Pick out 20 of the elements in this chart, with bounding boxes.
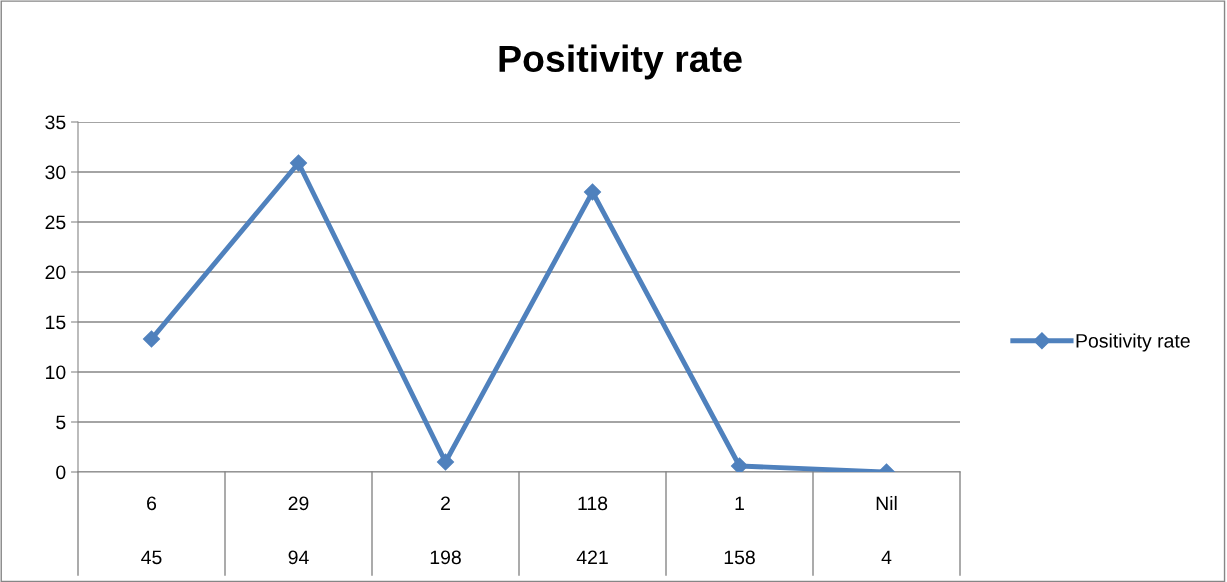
point xyxy=(583,183,602,201)
y-tick-label: 15 xyxy=(46,315,66,330)
y-tick-label: 35 xyxy=(45,115,66,130)
y-tick-label: 25 xyxy=(45,215,66,230)
point xyxy=(142,330,161,348)
category-label: Nil 4 xyxy=(876,495,897,565)
category-label: 2 198 xyxy=(430,496,461,565)
y-tick-label: 5 xyxy=(56,415,66,430)
y-tick-label: 20 xyxy=(45,265,66,280)
category-label: 1 158 xyxy=(724,496,755,565)
point xyxy=(289,154,308,172)
y-tick-label: 30 xyxy=(45,165,66,180)
y-tick-label: 0 xyxy=(56,465,66,480)
category-label: 6 45 xyxy=(141,496,162,565)
y-tick-label: 10 xyxy=(46,365,66,380)
legend-label: Positivity rate xyxy=(1076,333,1190,352)
point xyxy=(436,453,455,471)
category-label: 118 421 xyxy=(576,496,608,565)
category-label: 29 94 xyxy=(288,496,309,565)
chart-title: Positivity rate xyxy=(499,44,742,80)
